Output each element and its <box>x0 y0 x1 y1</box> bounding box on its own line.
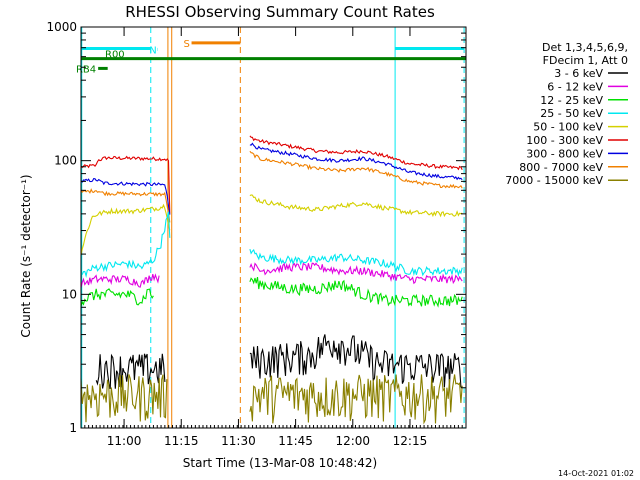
x-tick-label-1: 11:15 <box>164 434 199 448</box>
flag-label-3: R00 <box>105 50 125 61</box>
series-2-segment-1 <box>249 150 463 189</box>
series-0-segment-0 <box>80 155 171 214</box>
y-tick-label-0: 1 <box>69 421 77 435</box>
series-4-segment-0 <box>80 211 171 278</box>
legend-entry-label-3: 25 - 50 keV <box>540 107 603 120</box>
legend-entry-label-8: 7000 - 15000 keV <box>505 174 603 187</box>
flag-label-4: RB4 <box>76 64 96 75</box>
series-8-segment-1 <box>249 374 463 425</box>
x-axis-label: Start Time (13-Mar-08 10:48:42) <box>183 456 377 470</box>
series-7-segment-1 <box>249 334 463 389</box>
legend-header-line-1: Det 1,3,4,5,6,9, <box>542 41 628 54</box>
series-4-segment-1 <box>249 248 463 278</box>
x-tick-label-2: 11:30 <box>221 434 256 448</box>
flag-label-2: N <box>149 45 156 56</box>
series-6-segment-0 <box>80 288 154 307</box>
series-5-segment-1 <box>249 262 463 285</box>
legend: Det 1,3,4,5,6,9, FDecim 1, Att 0 3 - 6 k… <box>505 41 628 187</box>
flag-label-1: S <box>184 39 190 50</box>
series-0-segment-1 <box>249 135 463 171</box>
plot-frame <box>80 26 467 429</box>
x-tick-label-0: 11:00 <box>107 434 142 448</box>
y-tick-label-3: 1000 <box>46 20 77 34</box>
plot-area: S N R00 RB4 <box>76 27 466 428</box>
legend-entry-label-5: 100 - 300 keV <box>526 134 603 147</box>
y-tick-label-1: 10 <box>62 287 77 301</box>
series-2-segment-0 <box>80 188 171 223</box>
legend-entry-label-2: 12 - 25 keV <box>540 94 603 107</box>
series-8-segment-0 <box>80 374 168 423</box>
legend-entry-label-0: 3 - 6 keV <box>554 67 603 80</box>
y-axis-label: Count Rate (s⁻¹ detector⁻¹) <box>19 174 33 337</box>
series-3-segment-0 <box>80 203 171 256</box>
y-tick-label-2: 100 <box>54 154 77 168</box>
axes: 1 10 100 1000 11:00 11:15 11:30 11:45 12:00 12:15 <box>46 20 467 448</box>
timestamp-label: 14-Oct-2021 01:02 <box>558 469 634 478</box>
legend-entry-label-4: 50 - 100 keV <box>533 121 603 134</box>
series-7-segment-0 <box>95 353 166 390</box>
legend-entry-label-6: 300 - 800 keV <box>526 147 603 160</box>
series-1-segment-1 <box>249 142 463 181</box>
legend-entry-label-1: 6 - 12 keV <box>547 80 603 93</box>
chart-title: RHESSI Observing Summary Count Rates <box>125 3 435 21</box>
series-3-segment-1 <box>249 194 463 218</box>
series-5-segment-0 <box>80 273 160 289</box>
x-tick-label-3: 11:45 <box>278 434 313 448</box>
series-6-segment-1 <box>249 276 463 308</box>
legend-entry-label-7: 800 - 7000 keV <box>519 161 603 174</box>
x-tick-label-5: 12:15 <box>393 434 428 448</box>
x-tick-label-4: 12:00 <box>335 434 370 448</box>
series-1-segment-0 <box>80 177 171 215</box>
legend-header-line-2: FDecim 1, Att 0 <box>543 54 628 67</box>
